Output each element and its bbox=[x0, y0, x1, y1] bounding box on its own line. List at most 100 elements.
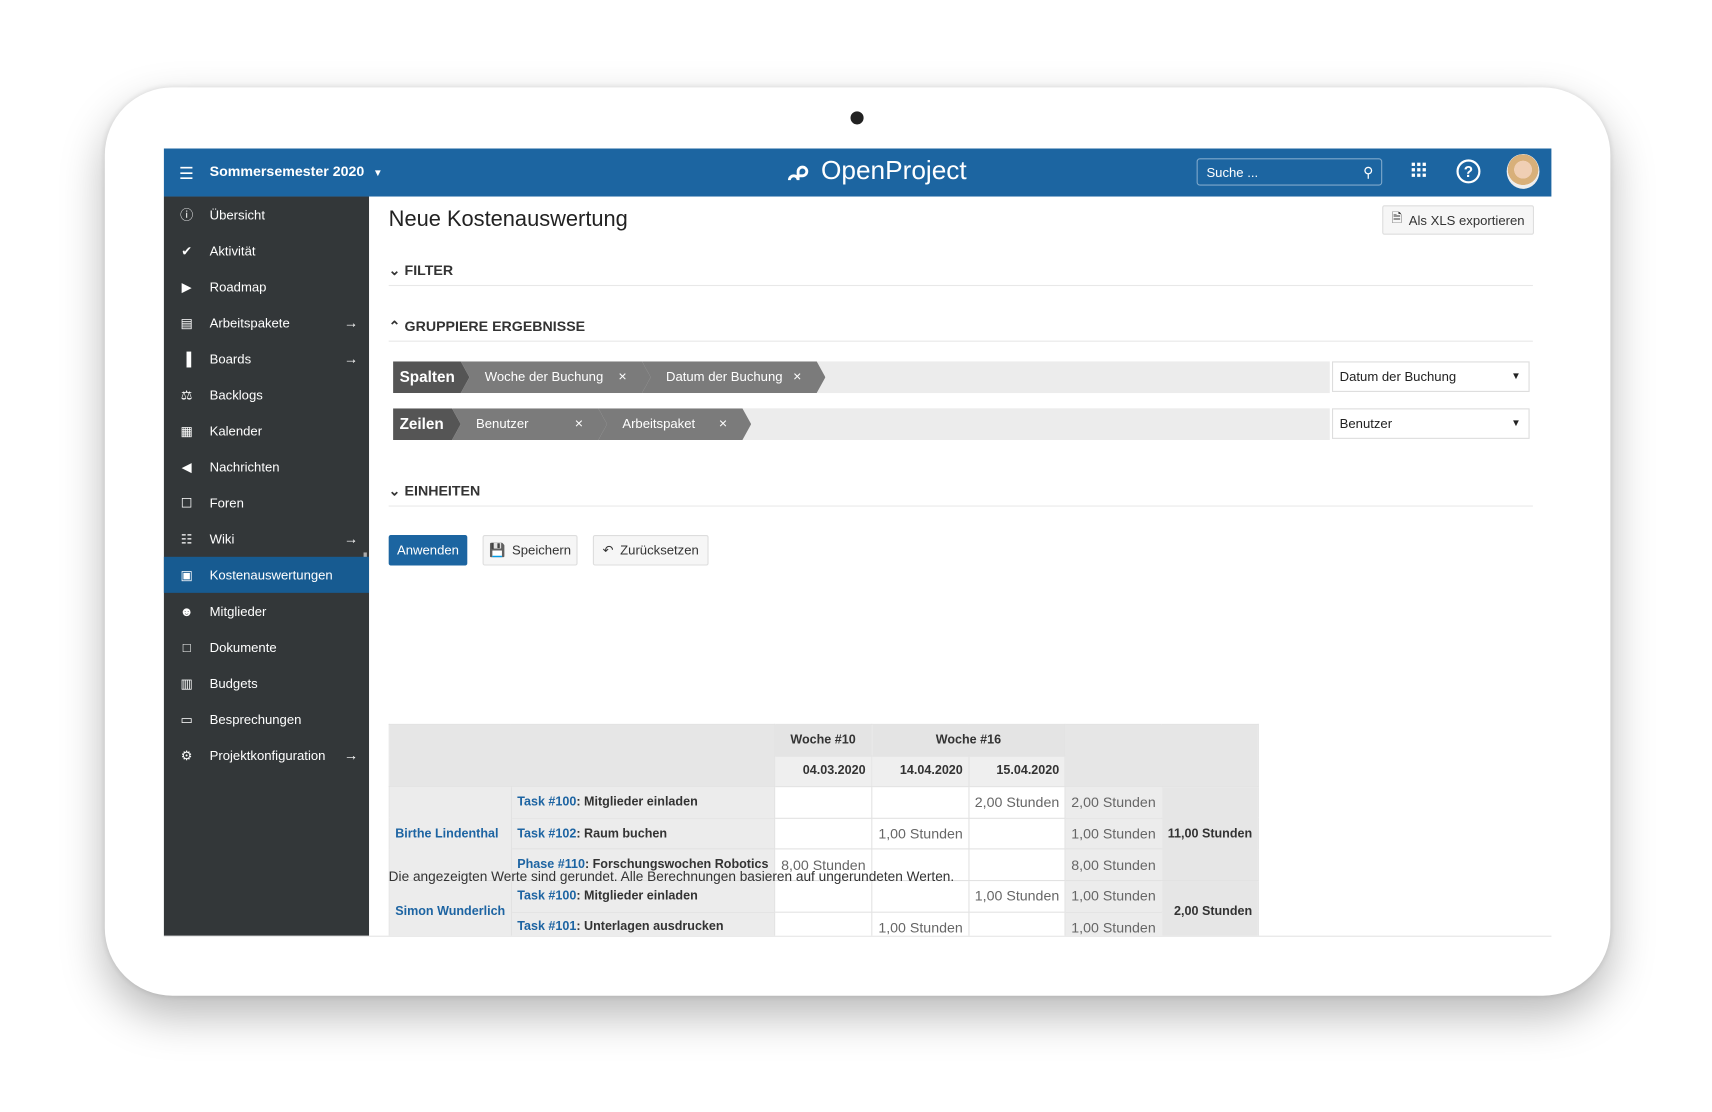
row-total[interactable]: 1,00 Stunden bbox=[1064, 879, 1163, 913]
sidebar-item-projektkonfiguration[interactable]: ⚙ Projektkonfiguration → bbox=[164, 737, 369, 773]
work-package-link[interactable]: Task #100 bbox=[517, 889, 577, 903]
sidebar-item-label: Dokumente bbox=[209, 639, 277, 655]
sidebar-item-backlogs[interactable]: ⚖ Backlogs bbox=[164, 377, 369, 413]
columns-label: Spalten bbox=[393, 361, 469, 393]
sidebar-item-nachrichten[interactable]: ◀ Nachrichten bbox=[164, 449, 369, 485]
work-package-link[interactable]: Task #100 bbox=[517, 795, 577, 810]
close-icon[interactable]: × bbox=[618, 367, 627, 385]
user-link[interactable]: Simon Wunderlich bbox=[388, 879, 512, 936]
modules-grid-icon[interactable] bbox=[1411, 162, 1426, 177]
sidebar-item-besprechungen[interactable]: ▭ Besprechungen bbox=[164, 701, 369, 737]
forums-icon: ☐ bbox=[180, 495, 193, 511]
row-total[interactable]: 2,00 Stunden bbox=[1064, 786, 1163, 819]
group-chip[interactable]: Datum der Buchung × bbox=[642, 361, 825, 393]
floppy-icon: 💾 bbox=[489, 542, 506, 558]
book-icon: ☷ bbox=[180, 531, 193, 547]
sidebar-item-mitglieder[interactable]: ☻ Mitglieder bbox=[164, 593, 369, 629]
work-package-link[interactable]: Task #101 bbox=[517, 920, 577, 934]
section-label: EINHEITEN bbox=[404, 482, 481, 499]
columns-select[interactable]: Datum der Buchung ▼ bbox=[1331, 361, 1530, 392]
sidebar-item-roadmap[interactable]: ▶ Roadmap bbox=[164, 269, 369, 305]
sidebar-item-label: Nachrichten bbox=[209, 459, 280, 475]
user-total[interactable]: 2,00 Stunden bbox=[1161, 879, 1259, 936]
sidebar-item-aktivität[interactable]: ✔ Aktivität bbox=[164, 233, 369, 269]
user-link[interactable]: Birthe Lindenthal bbox=[388, 786, 512, 882]
value-cell[interactable]: 1,00 Stunden bbox=[968, 879, 1066, 913]
work-package-title: : Forschungswochen Robotics bbox=[584, 858, 769, 872]
arrow-right-icon[interactable]: → bbox=[343, 350, 359, 367]
date-header: 15.04.2020 bbox=[968, 755, 1066, 788]
camera-dot bbox=[850, 111, 864, 125]
sidebar-item-kostenauswertungen[interactable]: ▣ Kostenauswertungen bbox=[163, 556, 370, 593]
chevron-up-icon: ⌃ bbox=[388, 317, 405, 335]
project-selector[interactable]: Sommersemester 2020 ▼ bbox=[210, 163, 383, 179]
sidebar-item-kalender[interactable]: ▦ Kalender bbox=[164, 413, 369, 449]
cost-report-table: Woche #10 Woche #16 04.03.2020 14.04.2020… bbox=[388, 723, 1259, 936]
date-header: 04.03.2020 bbox=[773, 755, 873, 788]
sidebar-item-wiki[interactable]: ☷ Wiki → bbox=[164, 521, 369, 557]
save-button[interactable]: 💾 Speichern bbox=[482, 534, 578, 566]
arrow-right-icon[interactable]: → bbox=[343, 746, 359, 764]
value-cell[interactable]: 1,00 Stunden bbox=[871, 817, 970, 850]
close-icon[interactable]: × bbox=[793, 367, 802, 385]
value-cell[interactable]: 8,00 Stunden bbox=[773, 848, 873, 882]
section-label: FILTER bbox=[404, 262, 454, 279]
value-cell[interactable]: 2,00 Stunden bbox=[968, 786, 1066, 819]
search-input[interactable]: Suche ... ⚲ bbox=[1196, 158, 1383, 186]
rows-select[interactable]: Benutzer ▼ bbox=[1331, 408, 1530, 439]
sidebar-item-label: Mitglieder bbox=[209, 603, 267, 619]
value-cell[interactable]: 1,00 Stunden bbox=[871, 911, 970, 936]
settings-icon: ⚙ bbox=[180, 747, 193, 763]
sidebar-item-budgets[interactable]: ▥ Budgets bbox=[164, 665, 369, 701]
group-chip[interactable]: Woche der Buchung × bbox=[461, 361, 651, 393]
columns-group-bar: Spalten Woche der Buchung × Datum der Buc… bbox=[393, 361, 1330, 394]
chevron-down-icon: ▼ bbox=[373, 167, 383, 178]
help-icon[interactable]: ? bbox=[1456, 159, 1481, 184]
row-total[interactable]: 1,00 Stunden bbox=[1064, 911, 1163, 936]
group-chip[interactable]: Arbeitspaket × bbox=[598, 408, 751, 440]
arrow-right-icon[interactable]: → bbox=[343, 314, 359, 331]
arrow-right-icon[interactable]: → bbox=[343, 530, 359, 547]
members-icon: ☻ bbox=[179, 603, 194, 619]
table-row: Birthe Lindenthal Task #100: Mitglieder e… bbox=[388, 786, 1259, 882]
chip-label: Benutzer bbox=[476, 415, 529, 432]
work-package-link[interactable]: Task #102 bbox=[517, 827, 577, 841]
value-cell bbox=[871, 879, 970, 913]
work-package-cell: Task #100: Mitglieder einladen bbox=[510, 786, 775, 819]
filter-section-toggle[interactable]: ⌄ FILTER bbox=[388, 262, 1533, 287]
row-total[interactable]: 1,00 Stunden bbox=[1064, 817, 1163, 850]
openproject-logo[interactable]: OpenProject bbox=[786, 156, 967, 187]
user-total[interactable]: 11,00 Stunden bbox=[1161, 786, 1259, 882]
sidebar-item-label: Roadmap bbox=[209, 278, 267, 295]
sidebar-item-arbeitspakete[interactable]: ▤ Arbeitspakete → bbox=[164, 305, 369, 341]
sidebar-item-dokumente[interactable]: □ Dokumente bbox=[164, 629, 369, 665]
reset-button[interactable]: ↶ Zurücksetzen bbox=[592, 534, 709, 566]
menu-icon[interactable]: ☰ bbox=[179, 164, 194, 184]
sidebar-item-foren[interactable]: ☐ Foren bbox=[164, 485, 369, 521]
close-icon[interactable]: × bbox=[574, 414, 584, 432]
search-icon[interactable]: ⚲ bbox=[1363, 163, 1374, 181]
rounding-note: Die angezeigten Werte sind gerundet. All… bbox=[388, 869, 955, 885]
chevron-down-icon: ⌄ bbox=[388, 262, 405, 279]
table-row: Task #102: Raum buchen 1,00 Stunden 1,00 S… bbox=[389, 817, 1258, 850]
boards-icon: ▐ bbox=[182, 351, 192, 367]
sidebar-item-übersicht[interactable]: ⓘ Übersicht bbox=[164, 197, 369, 233]
value-cell bbox=[773, 879, 873, 913]
work-package-title: : Unterlagen ausdrucken bbox=[576, 920, 724, 934]
chip-label: Woche der Buchung bbox=[484, 369, 604, 385]
export-xls-button[interactable]: 🗎 Als XLS exportieren bbox=[1382, 205, 1534, 235]
cost-reports-icon: ▣ bbox=[180, 567, 193, 583]
project-name: Sommersemester 2020 bbox=[209, 162, 365, 180]
group-section-toggle[interactable]: ⌃ GRUPPIERE ERGEBNISSE bbox=[388, 317, 1533, 342]
sidebar-item-label: Besprechungen bbox=[209, 711, 302, 727]
sidebar-item-boards[interactable]: ▐ Boards → bbox=[164, 341, 369, 377]
row-total[interactable]: 8,00 Stunden bbox=[1064, 848, 1163, 882]
work-package-link[interactable]: Phase #110 bbox=[517, 858, 585, 872]
units-section-toggle[interactable]: ⌄ EINHEITEN bbox=[388, 482, 1533, 507]
group-chip[interactable]: Benutzer × bbox=[452, 408, 607, 440]
dropdown-arrow-icon: ▼ bbox=[1511, 370, 1521, 382]
avatar[interactable] bbox=[1506, 153, 1540, 189]
apply-button[interactable]: Anwenden bbox=[388, 534, 468, 566]
close-icon[interactable]: × bbox=[718, 414, 728, 432]
meetings-icon: ▭ bbox=[180, 711, 193, 727]
